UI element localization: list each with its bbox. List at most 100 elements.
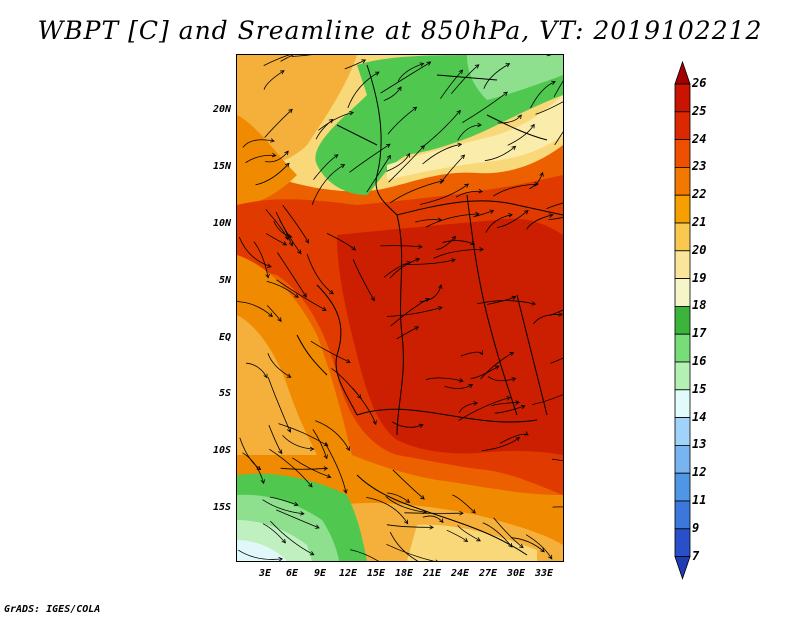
colorbar-top-arrow [674,60,691,85]
colorbar-label: 13 [692,437,707,452]
streamline-arrow [524,431,529,436]
streamline-arrow [511,295,517,301]
streamline-arrow [386,154,391,160]
streamline [510,537,545,553]
colorbar-label: 15 [692,381,707,396]
colorbar-label: 22 [692,187,707,202]
streamline-arrow [424,298,430,303]
streamline [442,240,475,245]
colorbar-cell [674,222,691,252]
streamline [386,153,410,172]
colorbar-cell [674,166,691,196]
streamline-arrow [414,326,420,331]
streamline-arrow [435,559,438,561]
lon-label-12e: 12E [338,568,358,579]
streamline [311,164,345,205]
streamline [470,365,500,379]
streamline-arrow [412,106,418,112]
streamline [276,279,327,311]
colorbar-label: 23 [692,159,707,174]
streamline [386,524,434,528]
streamline [494,405,525,414]
streamline [530,81,556,109]
streamline [415,219,442,223]
streamline [306,253,334,295]
streamline [291,55,312,57]
streamline [380,61,431,94]
lon-label-3e: 3E [258,568,272,579]
streamline [265,233,287,246]
streamline [419,284,442,302]
map-panel[interactable] [236,54,564,562]
border-line [366,64,398,216]
lon-label-27e: 27E [478,568,498,579]
streamline-arrow [294,293,299,298]
streamline [275,212,293,246]
streamline-arrow [505,63,511,68]
streamline-arrow [370,296,375,302]
colorbar-label: 26 [692,76,707,90]
streamline [497,114,522,124]
streamline [313,154,339,180]
streamline [525,534,553,560]
streamline [552,506,563,508]
streamline-arrow [503,91,508,96]
streamline [388,145,425,183]
streamline-arrow [508,543,513,548]
lon-label-33e: 33E [534,568,554,579]
streamline-arrow [534,181,539,187]
streamline [387,106,417,135]
streamline [292,457,331,478]
streamline-arrow [385,143,391,148]
colorbar-cell [674,333,691,363]
colorbar-cell [674,500,691,530]
streamline-arrow [278,557,284,561]
streamline-arrow [511,145,517,151]
streamline [392,469,425,500]
streamline [344,59,366,70]
streamline [435,236,456,250]
border-line [356,474,528,556]
streamline-arrow [506,396,512,401]
colorbar-label: 24 [692,131,707,146]
colorbar-cell [674,528,691,557]
streamline [276,509,320,529]
streamline [450,64,480,95]
border-line [316,284,358,416]
streamline [385,496,427,513]
streamline-arrow [288,241,293,247]
streamline-arrow [267,263,272,268]
streamline-arrow [308,482,313,488]
streamline-arrow [551,80,556,85]
streamline [386,543,435,561]
colorbar-label: 14 [692,409,707,424]
lat-label-5s: 5S [218,388,231,399]
wbpt-field-map [237,55,563,561]
streamline [419,183,469,205]
streamline-arrow [372,420,377,426]
streamline-arrow [458,378,464,383]
streamline-arrow [511,377,517,382]
field-northwest-orange [237,115,297,205]
colorbar-label: 19 [692,270,707,285]
streamline-arrow [451,235,457,241]
lon-label-18e: 18E [394,568,414,579]
streamline-arrow [300,511,305,516]
streamline-arrow [351,246,357,251]
streamline [270,520,314,556]
streamline-arrow [476,537,481,542]
streamline-arrow [374,71,380,76]
streamline-arrow [309,446,315,452]
streamline [440,69,463,99]
colorbar-label: 9 [692,520,700,535]
lat-label-15s: 15S [212,502,231,513]
streamline [315,119,334,140]
streamline [422,515,444,523]
colorbar-label: 7 [692,548,700,563]
streamline-arrow [479,247,484,252]
border-line [396,200,563,216]
colorbar-label: 12 [692,465,707,480]
streamline-arrow [420,495,425,500]
streamline [350,549,379,561]
streamline [347,71,380,109]
